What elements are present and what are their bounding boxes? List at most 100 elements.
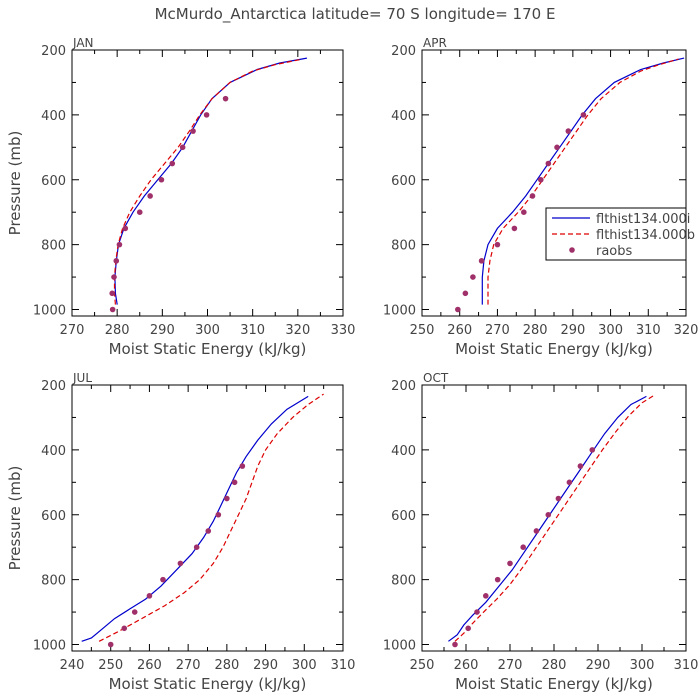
panel-title: APR	[423, 36, 447, 50]
legend-label: raobs	[596, 244, 633, 259]
raobs-point	[121, 625, 128, 632]
y-tick-label: 1000	[383, 304, 416, 319]
x-tick-label: 300	[630, 658, 655, 673]
raobs-point	[131, 609, 138, 615]
x-tick-label: 270	[485, 323, 510, 338]
y-tick-label: 800	[41, 574, 66, 589]
series-line-flthist134-000i	[448, 395, 647, 642]
x-tick-label: 280	[105, 323, 130, 338]
legend-label: flthist134.000b	[596, 228, 695, 243]
x-tick-label: 270	[60, 323, 85, 338]
raobs-point	[146, 593, 153, 599]
raobs-point	[122, 225, 129, 232]
raobs-point	[545, 160, 552, 167]
y-tick-label: 600	[391, 509, 416, 524]
x-tick-label: 280	[523, 323, 548, 338]
x-tick-label: 250	[98, 658, 123, 673]
raobs-point	[465, 625, 472, 632]
series-line-flthist134-000b	[98, 393, 324, 642]
raobs-point	[538, 176, 544, 183]
x-tick-label: 300	[195, 323, 220, 338]
raobs-point	[109, 290, 115, 297]
x-tick-label: 280	[542, 658, 567, 673]
raobs-point	[521, 209, 527, 215]
x-tick-label: 310	[240, 323, 265, 338]
raobs-point	[158, 176, 165, 183]
raobs-point	[478, 258, 485, 264]
x-tick-label: 320	[285, 323, 310, 338]
x-axis-label: Moist Static Energy (kJ/kg)	[109, 675, 307, 693]
x-tick-label: 290	[253, 658, 278, 673]
raobs-point	[113, 258, 120, 264]
raobs-point	[507, 560, 513, 567]
series-line-flthist134-000i	[114, 57, 308, 305]
y-tick-label: 1000	[383, 639, 416, 654]
y-tick-label: 200	[41, 44, 66, 59]
raobs-point	[203, 112, 210, 118]
series-line-flthist134-000i	[81, 395, 309, 642]
y-tick-label: 1000	[33, 304, 66, 319]
raobs-point	[160, 576, 166, 583]
panel-title: JUL	[72, 371, 92, 385]
series-line-flthist134-000b	[113, 58, 303, 305]
x-tick-label: 280	[214, 658, 239, 673]
plot-frame	[71, 384, 344, 652]
panel-jul: JUL 240 250 260 270 280 290 300 310 200 400 600 800 1…	[6, 371, 355, 693]
panel-title: OCT	[423, 371, 449, 385]
x-tick-label: 250	[410, 323, 435, 338]
y-tick-label: 1000	[33, 639, 66, 654]
y-tick-label: 800	[391, 239, 416, 254]
x-tick-label: 270	[498, 658, 523, 673]
x-tick-label: 290	[560, 323, 585, 338]
x-tick-label: 250	[410, 658, 435, 673]
raobs-point	[462, 290, 469, 297]
series-line-flthist134-000b	[454, 394, 656, 642]
panel-oct: OCT 250 260 270 280 290 300 310 200 400 600 800 1000…	[383, 371, 699, 693]
raobs-point	[520, 544, 526, 550]
series-group	[455, 57, 685, 313]
raobs-point	[109, 306, 116, 313]
raobs-point	[554, 144, 560, 151]
series-line-flthist134-000i	[481, 57, 685, 305]
raobs-point	[566, 479, 573, 486]
x-tick-label: 290	[586, 658, 611, 673]
raobs-point	[511, 225, 518, 232]
raobs-point	[116, 241, 123, 248]
raobs-point	[545, 511, 552, 518]
x-tick-label: 330	[331, 323, 356, 338]
series-group	[448, 394, 656, 648]
raobs-point	[565, 128, 572, 134]
raobs-point	[190, 128, 196, 134]
chart-panels: JAN 270 280 290 300 310 320 330 200 400 600 800 1000…	[6, 36, 698, 693]
figure-title: McMurdo_Antarctica latitude= 70 S longit…	[155, 5, 556, 24]
panel-jan: JAN 270 280 290 300 310 320 330 200 400 600 800 1000…	[6, 36, 355, 358]
raobs-point	[169, 160, 176, 167]
raobs-point	[224, 495, 230, 502]
raobs-point	[107, 641, 114, 648]
raobs-point	[533, 528, 540, 534]
y-axis-label: Pressure (mb)	[6, 131, 24, 236]
y-tick-label: 200	[391, 379, 416, 394]
raobs-point	[239, 463, 246, 469]
raobs-point	[215, 511, 222, 518]
raobs-point	[136, 209, 143, 215]
x-tick-label: 260	[454, 658, 479, 673]
raobs-point	[529, 193, 536, 199]
y-tick-label: 600	[41, 509, 66, 524]
x-tick-label: 320	[674, 323, 699, 338]
x-tick-label: 240	[60, 658, 85, 673]
raobs-point	[577, 463, 584, 469]
plot-frame	[421, 384, 687, 652]
raobs-point	[452, 641, 458, 648]
y-tick-label: 600	[41, 174, 66, 189]
panel-apr: APR 250 260 270 280 290 300 310 320 200 400 600 800 1…	[383, 36, 699, 358]
raobs-point	[222, 95, 229, 102]
x-tick-label: 310	[331, 658, 356, 673]
y-tick-label: 200	[41, 379, 66, 394]
raobs-point	[205, 528, 212, 534]
x-tick-label: 310	[636, 323, 661, 338]
series-group	[81, 393, 324, 648]
y-tick-label: 400	[41, 109, 66, 124]
